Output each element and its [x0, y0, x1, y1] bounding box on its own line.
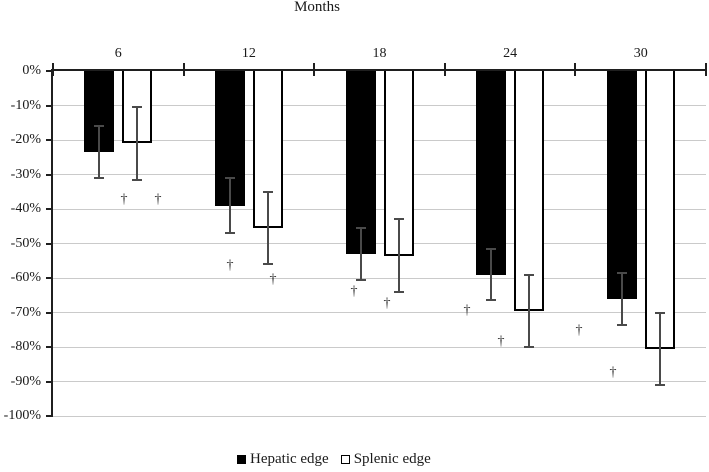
- y-axis-label-0%: 0%: [22, 63, 41, 78]
- y-axis-line: [51, 69, 53, 416]
- y-axis-label--50%: -50%: [10, 235, 41, 251]
- category-label-30: 30: [633, 46, 648, 61]
- y-axis-label--70%: -70%: [10, 304, 41, 320]
- gridline--20%: [53, 139, 706, 141]
- error-bar-cap-top-hepatic-12: [224, 176, 235, 179]
- dagger-annotation-18-splenic: †: [383, 295, 391, 311]
- y-axis-label--60%: -60%: [10, 270, 41, 285]
- error-bar-cap-top-splenic-12: [262, 190, 273, 193]
- error-bar-cap-bottom-splenic-24: [524, 346, 535, 348]
- gridline--10%: [53, 105, 706, 106]
- category-label-6: 6: [114, 46, 122, 61]
- bar-hepatic-30: [606, 71, 637, 299]
- error-bar-cap-top-hepatic-24: [486, 247, 497, 250]
- y-axis-label--30%: -30%: [10, 166, 41, 182]
- error-bar-cap-bottom-splenic-18: [393, 290, 404, 293]
- x-axis-line: [52, 69, 707, 71]
- error-bar-hepatic-18: [359, 227, 362, 280]
- gridline--50%: [53, 243, 706, 244]
- legend-label-splenic-edge: Splenic edge: [353, 451, 431, 467]
- dagger-annotation-24-hepatic: †: [463, 302, 471, 318]
- gridline--40%: [53, 208, 706, 210]
- y-axis-tick--50%: [46, 242, 53, 245]
- bar-splenic-30: [644, 71, 675, 349]
- error-bar-cap-bottom-hepatic-6: [94, 176, 105, 179]
- gridline--80%: [53, 346, 706, 348]
- dagger-annotation-12-hepatic: †: [226, 257, 234, 273]
- y-axis-label--10%: -10%: [10, 97, 41, 113]
- y-axis-tick--100%: [46, 415, 53, 417]
- error-bar-cap-bottom-splenic-30: [654, 383, 665, 386]
- error-bar-cap-top-hepatic-30: [616, 271, 627, 274]
- error-bar-cap-top-splenic-24: [524, 273, 535, 276]
- bar-hepatic-18: [345, 71, 376, 254]
- legend-label-hepatic-edge: Hepatic edge: [250, 451, 329, 467]
- dagger-annotation-6-hepatic: †: [120, 192, 128, 208]
- gridline--70%: [53, 312, 706, 313]
- legend: Hepatic edge Splenic edge: [237, 450, 431, 468]
- y-axis-tick--10%: [46, 104, 53, 107]
- dagger-annotation-24-splenic: †: [497, 333, 505, 349]
- y-axis-tick--40%: [46, 208, 53, 210]
- error-bar-cap-bottom-hepatic-30: [616, 323, 627, 326]
- x-axis-tick-3: [443, 63, 446, 76]
- chart-title: Months: [294, 0, 340, 15]
- dagger-annotation-12-splenic: †: [269, 271, 277, 287]
- dagger-annotation-30-hepatic: †: [575, 323, 583, 339]
- dagger-annotation-6-splenic: †: [154, 192, 162, 208]
- error-bar-hepatic-24: [490, 248, 493, 301]
- y-axis-tick--70%: [46, 311, 53, 314]
- y-axis-label--80%: -80%: [10, 339, 41, 354]
- y-axis-label--20%: -20%: [10, 132, 41, 147]
- error-bar-cap-top-hepatic-6: [94, 125, 105, 128]
- gridline--90%: [53, 381, 706, 382]
- error-bar-cap-bottom-splenic-6: [132, 178, 143, 181]
- white-square-swatch-icon: [340, 454, 350, 464]
- dagger-annotation-18-hepatic: †: [350, 283, 358, 299]
- y-axis-tick--80%: [46, 346, 53, 348]
- x-axis-tick-1: [182, 63, 185, 76]
- y-axis-tick-0%: [46, 70, 53, 72]
- bar-splenic-24: [514, 71, 545, 311]
- y-axis-tick--30%: [46, 173, 53, 176]
- error-bar-splenic-24: [528, 274, 531, 347]
- error-bar-cap-bottom-hepatic-24: [486, 299, 497, 302]
- category-label-24: 24: [503, 46, 518, 61]
- y-axis-label--90%: -90%: [10, 373, 41, 389]
- error-bar-splenic-6: [136, 107, 139, 180]
- y-axis-label--40%: -40%: [10, 201, 41, 216]
- error-bar-cap-top-hepatic-18: [355, 226, 366, 229]
- error-bar-cap-bottom-hepatic-18: [355, 278, 366, 281]
- y-axis-tick--20%: [46, 139, 53, 141]
- gridline--30%: [53, 174, 706, 175]
- error-bar-cap-bottom-hepatic-12: [224, 232, 235, 235]
- y-axis-label--100%: -100%: [3, 408, 41, 423]
- error-bar-splenic-12: [266, 191, 269, 265]
- x-axis-tick-5: [705, 63, 707, 76]
- error-bar-cap-top-splenic-30: [654, 311, 665, 314]
- x-axis-tick-2: [313, 63, 316, 76]
- error-bar-hepatic-6: [98, 126, 101, 178]
- dagger-annotation-30-splenic: †: [609, 364, 617, 380]
- error-bar-cap-bottom-splenic-12: [262, 263, 273, 266]
- bar-hepatic-24: [476, 71, 507, 275]
- error-bar-splenic-30: [658, 312, 661, 385]
- category-label-18: 18: [372, 46, 387, 61]
- error-bar-hepatic-30: [620, 272, 623, 325]
- y-axis-tick--60%: [46, 277, 53, 279]
- error-bar-splenic-18: [397, 219, 400, 292]
- error-bar-cap-top-splenic-6: [132, 106, 143, 109]
- gridline--60%: [53, 277, 706, 279]
- legend-item-splenic-edge: Splenic edge: [340, 450, 431, 468]
- y-axis-tick--90%: [46, 380, 53, 383]
- gridline--100%: [53, 415, 706, 417]
- x-axis-tick-0: [52, 63, 54, 76]
- legend-item-hepatic-edge: Hepatic edge: [237, 450, 329, 468]
- category-label-12: 12: [241, 46, 256, 61]
- x-axis-tick-4: [574, 63, 577, 76]
- error-bar-hepatic-12: [228, 177, 231, 234]
- error-bar-cap-top-splenic-18: [393, 218, 404, 221]
- black-square-swatch-icon: [237, 454, 246, 464]
